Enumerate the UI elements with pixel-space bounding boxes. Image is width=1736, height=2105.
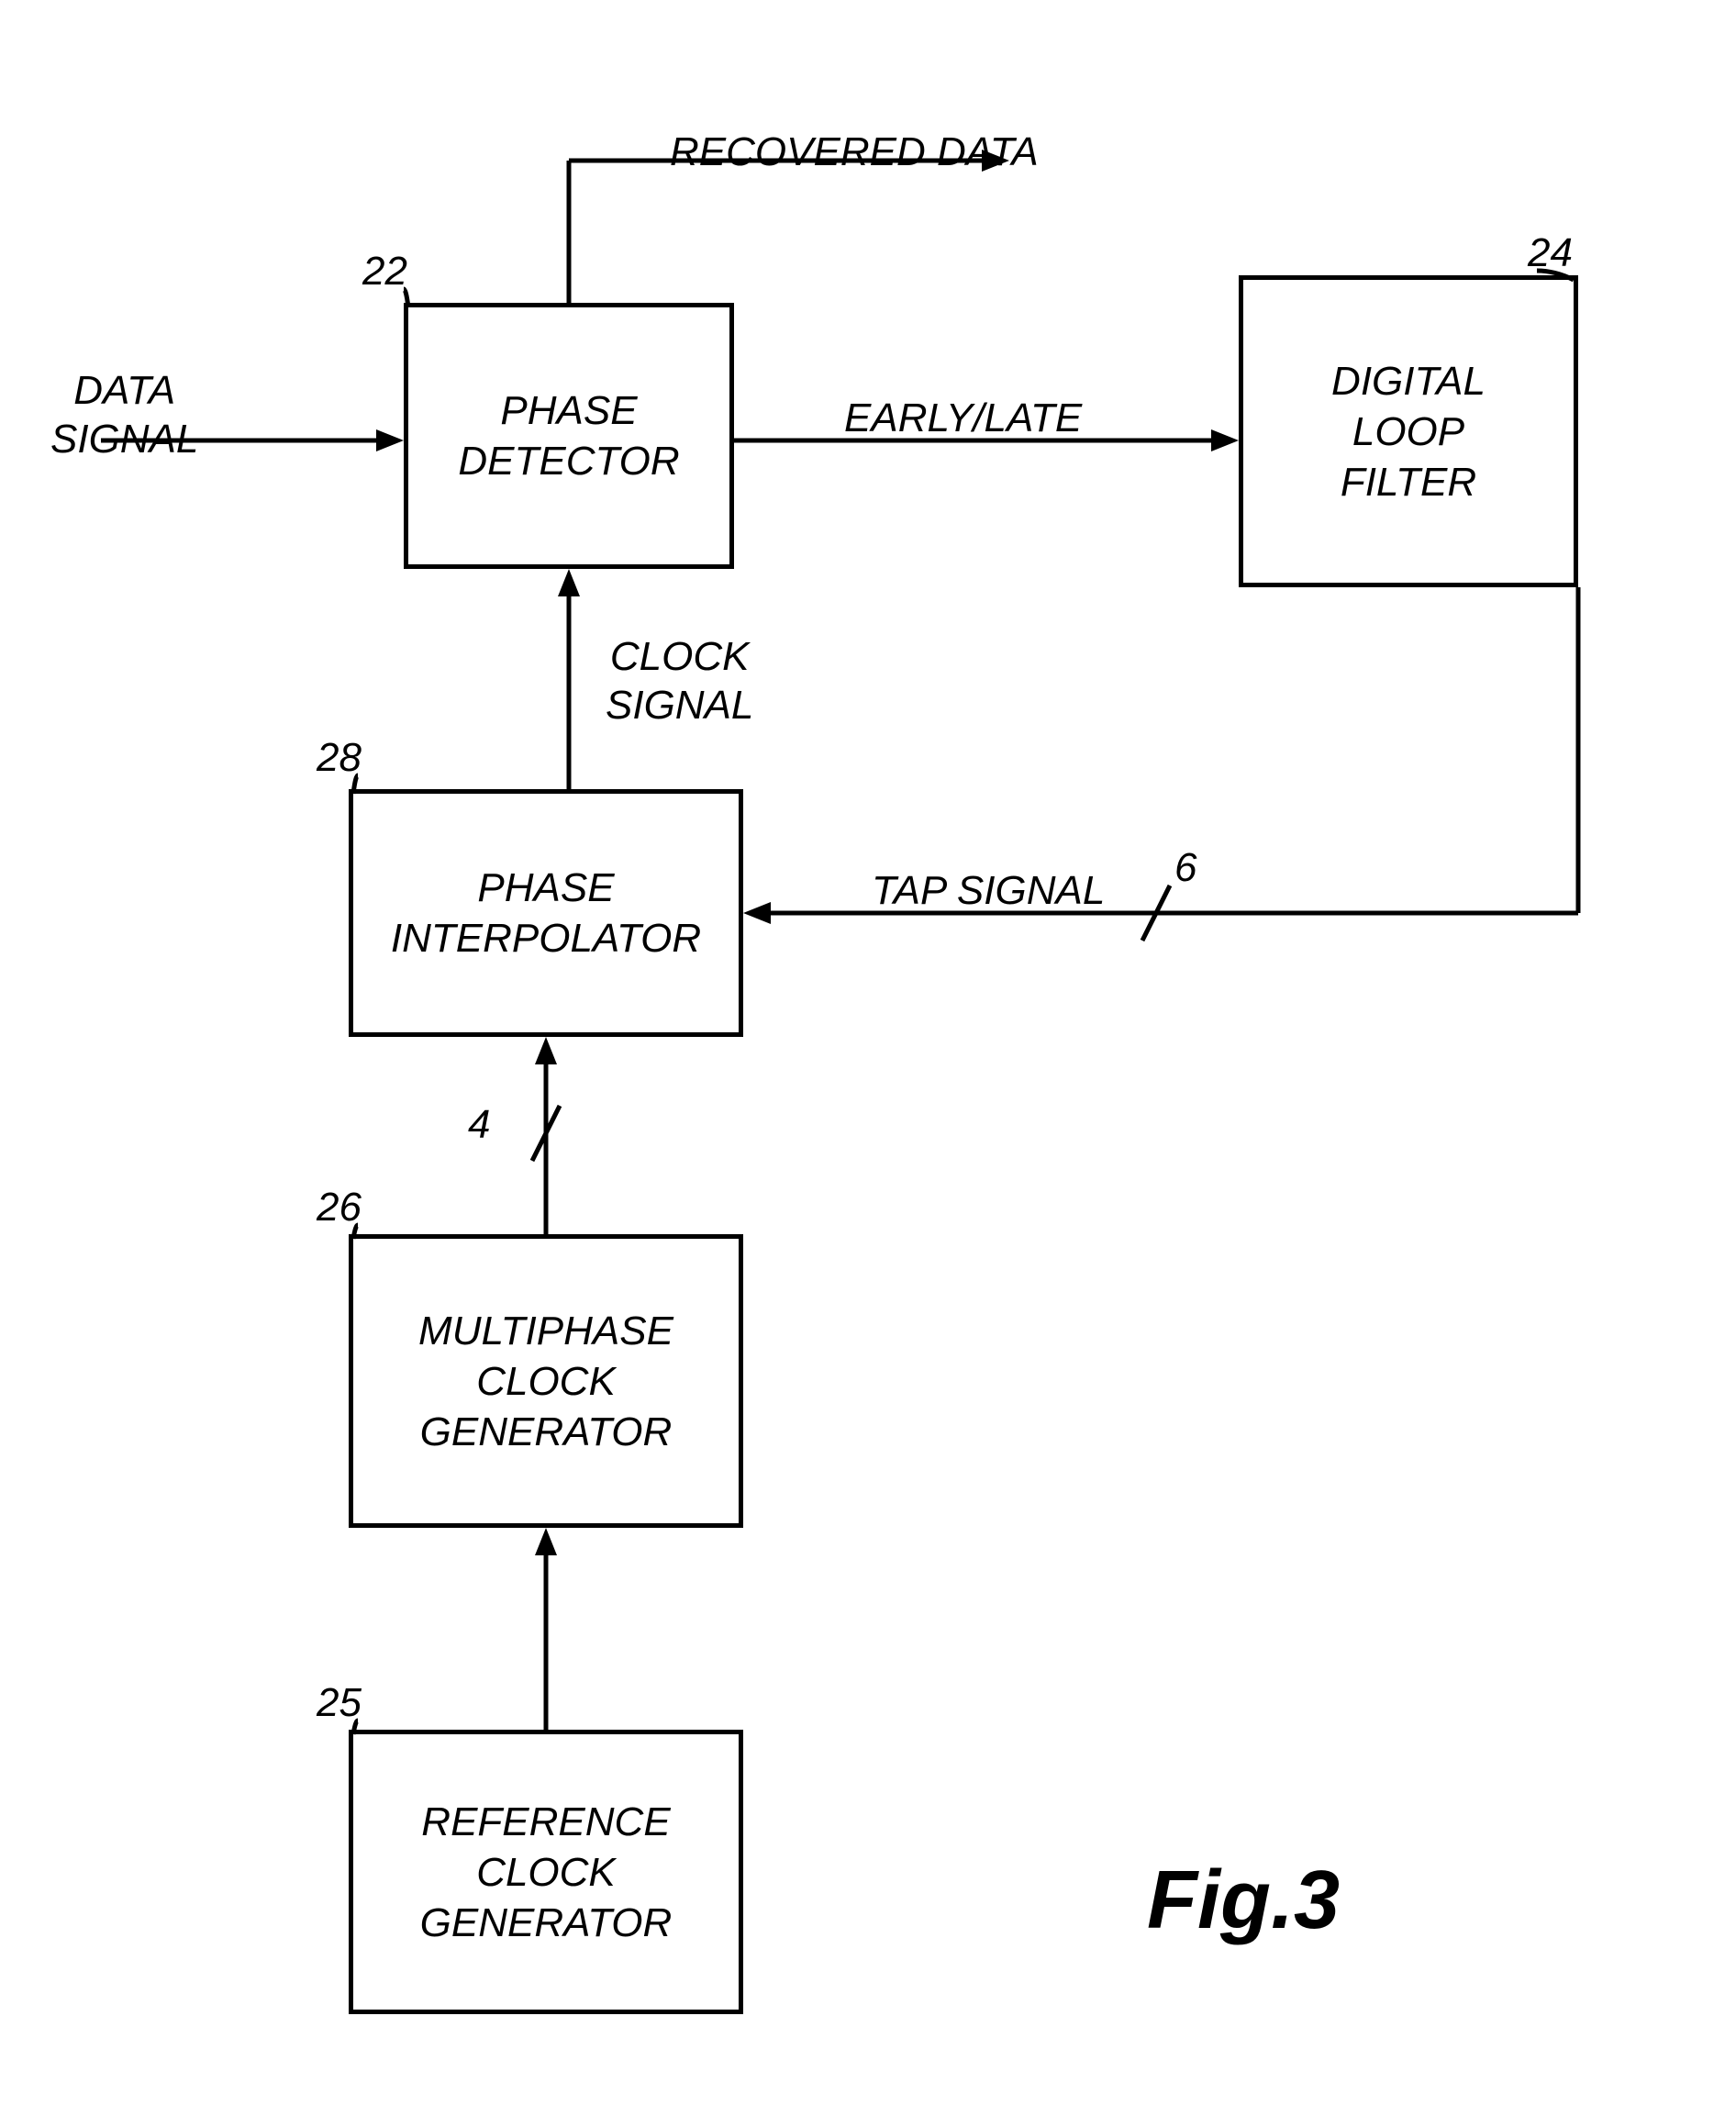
block-text: PHASE DETECTOR — [458, 385, 679, 486]
ref-label-24: 24 — [1528, 229, 1573, 278]
block-text: REFERENCE CLOCK GENERATOR — [420, 1797, 673, 1948]
block-text: MULTIPHASE CLOCK GENERATOR — [418, 1306, 673, 1457]
figure-label: Fig.3 — [1147, 1854, 1340, 1948]
block-text: DIGITAL LOOP FILTER — [1331, 356, 1486, 507]
block-reference-clock-gen: REFERENCE CLOCK GENERATOR — [349, 1730, 743, 2014]
block-multiphase-clock-gen: MULTIPHASE CLOCK GENERATOR — [349, 1234, 743, 1528]
bus-width-6: 6 — [1174, 844, 1196, 893]
label-data-signal: DATA SIGNAL — [50, 367, 198, 464]
label-clock-signal: CLOCK SIGNAL — [606, 633, 753, 730]
block-phase-detector: PHASE DETECTOR — [404, 303, 734, 569]
block-text: PHASE INTERPOLATOR — [391, 863, 701, 963]
label-early-late: EARLY/LATE — [844, 395, 1082, 443]
label-tap-signal: TAP SIGNAL — [872, 867, 1105, 916]
label-recovered-data: RECOVERED DATA — [670, 128, 1039, 177]
ref-label-26: 26 — [317, 1184, 362, 1232]
diagram-canvas: PHASE DETECTOR DIGITAL LOOP FILTER PHASE… — [0, 0, 1736, 2105]
block-digital-loop-filter: DIGITAL LOOP FILTER — [1239, 275, 1578, 587]
ref-label-22: 22 — [362, 248, 407, 296]
ref-label-28: 28 — [317, 734, 362, 783]
bus-width-4: 4 — [468, 1101, 490, 1150]
ref-label-25: 25 — [317, 1679, 362, 1728]
block-phase-interpolator: PHASE INTERPOLATOR — [349, 789, 743, 1037]
